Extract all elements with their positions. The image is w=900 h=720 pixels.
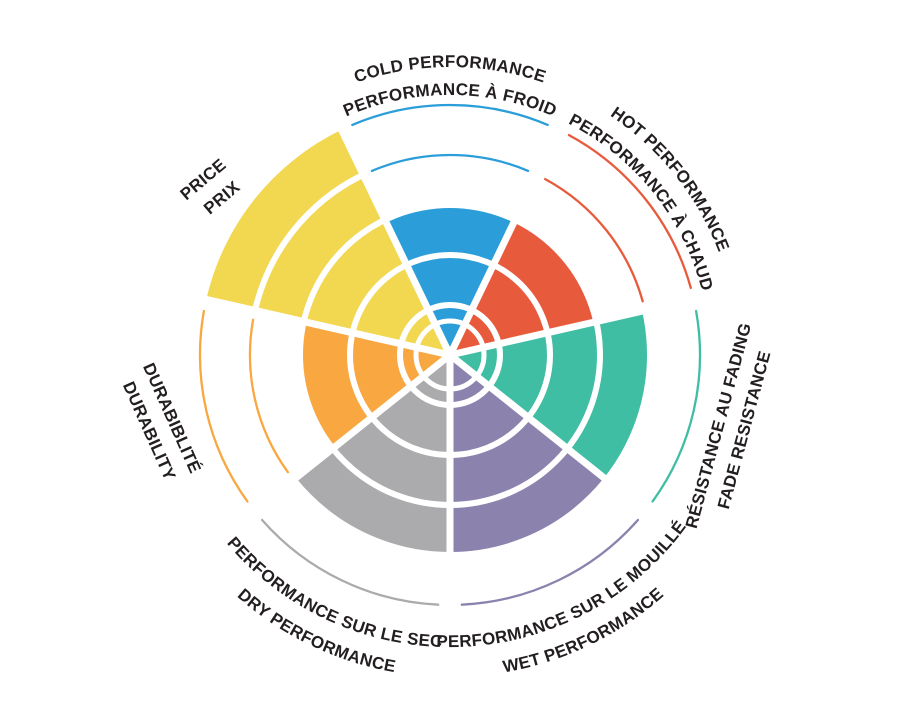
label-fade-resistance: RÉSISTANCE AU FADING FADE RESISTANCE (682, 316, 782, 537)
grid-spoke (449, 294, 703, 359)
wedge-durability (300, 321, 450, 449)
grid-spoke (197, 294, 451, 359)
level-arc-hot-4 (544, 177, 644, 303)
grid-spoke (334, 121, 454, 357)
level-arc-cold-5 (351, 103, 549, 127)
level-arc-dry-5 (260, 518, 440, 606)
grid-spoke (447, 352, 654, 519)
level-arc-hot-5 (567, 133, 692, 290)
grid-spoke (246, 352, 453, 519)
radar-geometry (197, 103, 703, 613)
label-durability: DURABIBLITÉ DURABILITY (115, 360, 206, 491)
wedge-cold (384, 205, 516, 355)
grid-spoke (446, 121, 566, 357)
level-arc-fade-5 (651, 309, 702, 503)
level-arc-durability-4 (248, 318, 290, 474)
wedge-price (206, 129, 450, 355)
label-cold-performance-fr: PERFORMANCE À FROID (340, 80, 559, 120)
level-arc-wet-5 (460, 518, 640, 606)
wedge-wet (450, 355, 607, 555)
label-price: PRICE PRIX (177, 152, 251, 224)
wedge-dry (293, 355, 450, 555)
level-arc-durability-5 (198, 309, 249, 503)
level-arc-cold-4 (370, 153, 530, 173)
